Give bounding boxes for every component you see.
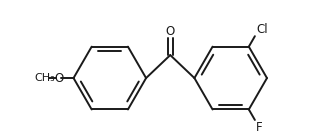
- Text: O: O: [166, 25, 175, 38]
- Text: CH₃: CH₃: [34, 73, 55, 83]
- Text: F: F: [256, 121, 263, 134]
- Text: O: O: [54, 72, 64, 85]
- Text: Cl: Cl: [256, 23, 268, 36]
